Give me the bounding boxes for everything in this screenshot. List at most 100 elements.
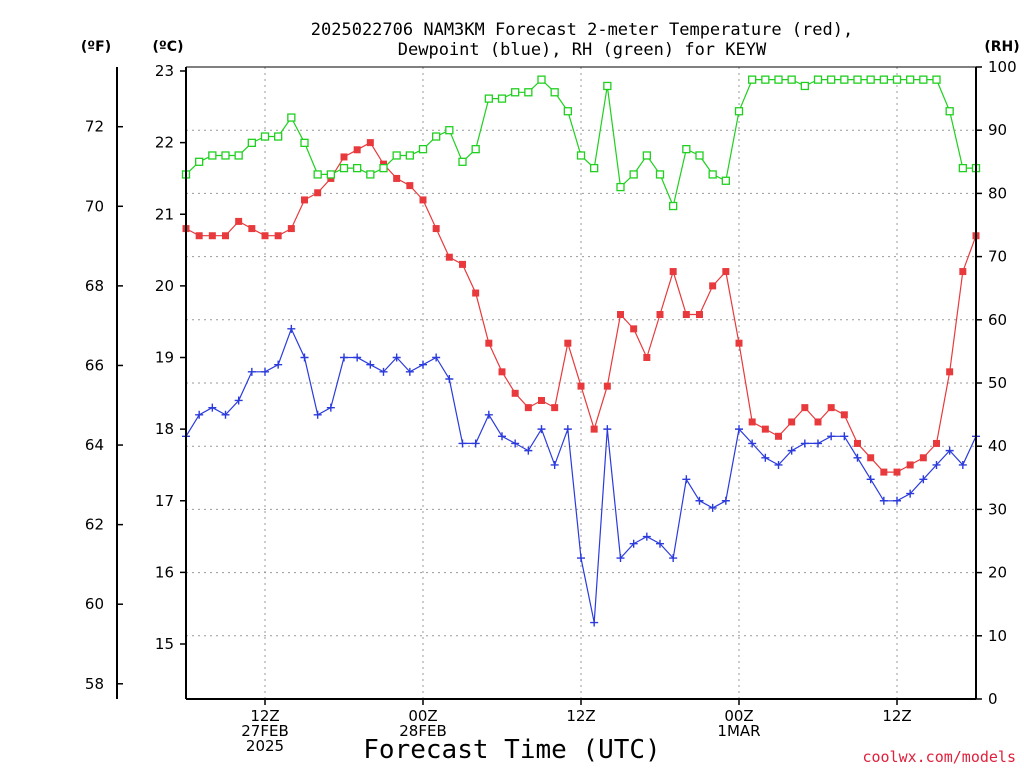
temperature-point bbox=[801, 404, 809, 412]
rh-point bbox=[195, 157, 204, 166]
x-tick-label: 28FEB bbox=[399, 722, 446, 740]
temperature-point bbox=[340, 153, 348, 161]
rh-tick-label: 20 bbox=[988, 564, 1007, 582]
temperature-point bbox=[722, 268, 730, 276]
celsius-tick-label: 21 bbox=[155, 205, 174, 223]
temperature-point bbox=[854, 439, 861, 447]
temperature-point bbox=[867, 454, 875, 462]
series-group bbox=[181, 75, 981, 627]
temperature-point bbox=[630, 325, 638, 333]
rh-point bbox=[853, 75, 862, 84]
rh-point bbox=[669, 201, 678, 211]
temperature-point bbox=[195, 232, 203, 240]
rh-point bbox=[958, 163, 967, 173]
fahrenheit-tick-label: 66 bbox=[85, 356, 104, 374]
dewpoint-point bbox=[708, 503, 717, 512]
dewpoint-point bbox=[629, 539, 638, 548]
temperature-point bbox=[222, 232, 229, 240]
temperature-point bbox=[511, 389, 519, 397]
dewpoint-point bbox=[866, 475, 875, 484]
rh-point bbox=[616, 182, 625, 192]
temperature-point bbox=[366, 139, 374, 147]
dewpoint-point bbox=[656, 539, 664, 548]
temperature-point bbox=[709, 282, 717, 290]
fahrenheit-tick-label: 70 bbox=[85, 197, 104, 215]
axes-group: 15 16 17 18 19 20 21 22 23 58 60 62 64 66 68 70 72 0 10 20 3… bbox=[85, 58, 1017, 755]
temperature-point bbox=[617, 311, 624, 319]
dewpoint-point bbox=[195, 410, 204, 419]
temperature-point bbox=[538, 396, 545, 404]
temperature-point bbox=[696, 311, 703, 319]
unit-rh: (RH) bbox=[984, 39, 1019, 55]
rh-tick-label: 10 bbox=[988, 627, 1007, 645]
x-tick-label: 12Z bbox=[882, 707, 911, 725]
temperature-point bbox=[643, 354, 651, 361]
temperature-point bbox=[261, 232, 269, 240]
dewpoint-point bbox=[274, 360, 283, 369]
celsius-tick-label: 19 bbox=[155, 349, 174, 367]
rh-point bbox=[563, 107, 572, 116]
x-tick-label: 12Z bbox=[250, 707, 279, 725]
temperature-point bbox=[577, 382, 585, 390]
rh-point bbox=[392, 151, 401, 160]
rh-point bbox=[418, 145, 428, 154]
rh-point bbox=[827, 75, 836, 84]
rh-point bbox=[603, 81, 612, 91]
rh-point bbox=[300, 138, 309, 147]
rh-point bbox=[682, 145, 691, 154]
rh-point bbox=[379, 163, 388, 173]
dewpoint-point bbox=[247, 367, 256, 376]
dewpoint-point bbox=[590, 618, 599, 627]
rh-point bbox=[497, 94, 507, 103]
fahrenheit-tick-label: 68 bbox=[85, 277, 104, 295]
temperature-point bbox=[485, 339, 493, 347]
x-tick-label: 12Z bbox=[566, 707, 595, 725]
temperature-point bbox=[472, 289, 480, 297]
dewpoint-point bbox=[879, 496, 888, 505]
fahrenheit-tick-label: 58 bbox=[85, 675, 104, 693]
rh-tick-label: 90 bbox=[988, 121, 1007, 139]
dewpoint-point bbox=[721, 496, 730, 505]
rh-point bbox=[774, 75, 783, 84]
rh-point bbox=[247, 138, 256, 147]
x-tick-label: 1MAR bbox=[717, 722, 760, 740]
celsius-tick-label: 23 bbox=[155, 62, 174, 80]
rh-point bbox=[471, 145, 480, 154]
dewpoint-point bbox=[787, 446, 796, 455]
celsius-tick-label: 17 bbox=[155, 492, 174, 510]
dewpoint-point bbox=[537, 425, 546, 434]
rh-tick-label: 0 bbox=[988, 690, 998, 708]
dewpoint-point bbox=[458, 439, 467, 448]
dewpoint-point bbox=[906, 489, 915, 498]
dewpoint-point bbox=[261, 367, 269, 376]
temperature-point bbox=[301, 196, 308, 204]
temperature-point bbox=[406, 182, 414, 190]
x-tick-label: 27FEB bbox=[241, 722, 288, 740]
temperature-point bbox=[393, 174, 401, 182]
rh-point bbox=[234, 151, 243, 160]
credit-link[interactable]: coolwx.com/models bbox=[862, 748, 1016, 766]
rh-point bbox=[353, 163, 362, 173]
rh-tick-label: 50 bbox=[988, 374, 1007, 392]
rh-point bbox=[524, 88, 533, 97]
dewpoint-point bbox=[577, 554, 585, 563]
dewpoint-point bbox=[511, 439, 520, 448]
rh-point bbox=[274, 132, 283, 141]
rh-point bbox=[708, 170, 717, 179]
dewpoint-point bbox=[234, 396, 243, 405]
dewpoint-point bbox=[498, 432, 506, 441]
temperature-point bbox=[459, 260, 466, 268]
dewpoint-point bbox=[800, 439, 809, 448]
temperature-point bbox=[748, 418, 756, 426]
dewpoint-point bbox=[340, 353, 348, 362]
celsius-tick-label: 20 bbox=[155, 277, 174, 295]
fahrenheit-tick-label: 60 bbox=[85, 595, 104, 613]
dewpoint-point bbox=[603, 425, 612, 434]
rh-point bbox=[800, 81, 809, 91]
rh-point bbox=[339, 163, 349, 173]
rh-tick-label: 30 bbox=[988, 500, 1007, 518]
rh-point bbox=[642, 151, 651, 160]
dewpoint-point bbox=[735, 425, 743, 434]
dewpoint-point bbox=[642, 532, 651, 541]
